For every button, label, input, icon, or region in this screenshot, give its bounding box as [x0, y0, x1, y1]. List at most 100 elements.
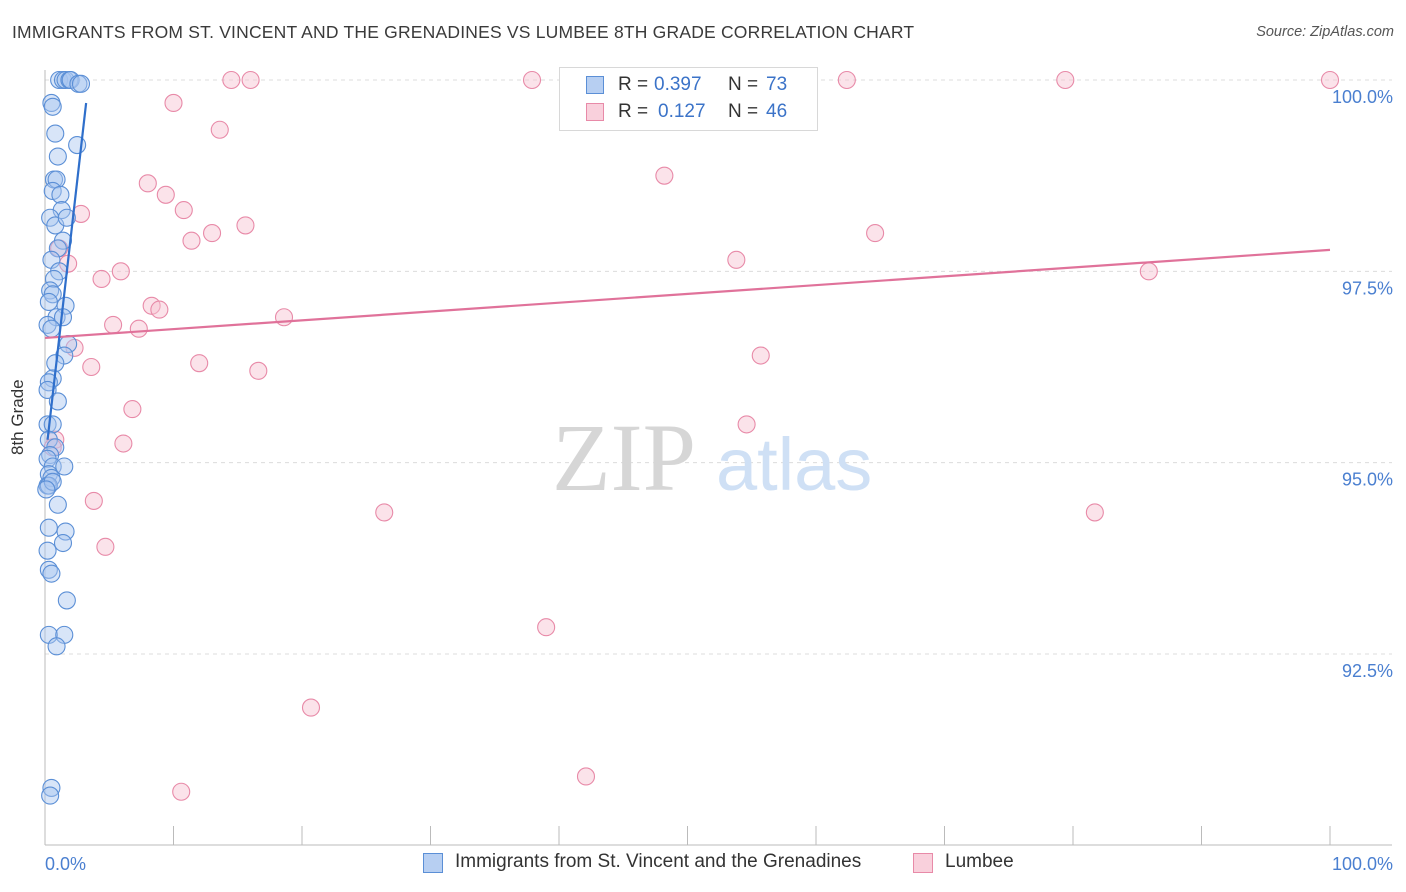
trend-lines: [44, 102, 1331, 440]
lumbee-point: [190, 354, 209, 373]
bottom-legend-label: Lumbee: [945, 851, 1014, 872]
lumbee-trend-line: [44, 248, 1331, 340]
lumbee-point: [92, 269, 111, 289]
legend-n-label: N =: [728, 101, 759, 122]
y-tick-label: 100.0%: [1332, 87, 1393, 107]
lumbee-point: [114, 434, 133, 453]
legend-r-value: 0.397: [654, 74, 702, 95]
lumbee-point: [249, 361, 268, 380]
lumbee-point: [84, 491, 103, 510]
tick-labels: 92.5% 95.0% 97.5% 100.0% 0.0% 100.0%: [45, 87, 1393, 874]
svg-point: [53, 533, 73, 553]
lumbee-point: [123, 400, 142, 419]
lumbee-point: [375, 503, 394, 522]
y-tick-label: 95.0%: [1342, 470, 1393, 490]
source-label: Source: ZipAtlas.com: [1256, 24, 1394, 40]
legend-r-label: R =: [618, 74, 649, 95]
legend-swatch-pink: [586, 103, 604, 121]
watermark-atlas: atlas: [716, 423, 872, 506]
legend: R = 0.397 N = 73 R = 0.127 N = 46: [559, 67, 818, 131]
x-tick-label: 0.0%: [45, 854, 86, 874]
watermark: ZIP atlas: [552, 404, 872, 511]
lumbee-points: [43, 70, 1340, 801]
legend-r-value: 0.127: [658, 101, 706, 122]
svg-point: [39, 518, 58, 537]
svg-point: [37, 480, 56, 499]
svg-point: [38, 541, 57, 560]
lumbee-point: [241, 70, 260, 90]
svg-point: [51, 185, 70, 204]
svg-point: [42, 778, 61, 797]
lumbee-point: [655, 166, 674, 185]
svg-point: [39, 292, 58, 311]
svg-point: [71, 74, 91, 93]
axes: [44, 70, 1392, 846]
lumbee-point: [737, 415, 756, 434]
lumbee-point: [274, 308, 294, 327]
lumbee-point: [1056, 70, 1075, 90]
svg-point: [42, 564, 61, 583]
svg-point: [57, 208, 76, 227]
lumbee-point: [222, 70, 241, 90]
lumbee-point: [576, 767, 596, 786]
svg-point: [48, 239, 67, 258]
legend-n-value: 46: [766, 101, 788, 122]
svg-point: [48, 495, 67, 514]
y-axis-label: 8th Grade: [8, 379, 27, 455]
watermark-zip: ZIP: [552, 404, 696, 511]
lumbee-point: [210, 120, 229, 139]
x-tick-label: 100.0%: [1332, 854, 1393, 874]
lumbee-point: [727, 250, 746, 269]
bottom-legend-label: Immigrants from St. Vincent and the Gren…: [455, 851, 862, 872]
lumbee-point: [236, 216, 255, 235]
lumbee-point: [104, 315, 123, 334]
lumbee-point: [1085, 503, 1104, 522]
lumbee-point: [129, 319, 148, 338]
svg-point: [42, 319, 61, 338]
lumbee-point: [82, 357, 101, 377]
svg-point: [43, 472, 62, 491]
lumbee-point: [96, 537, 115, 556]
legend-swatch-blue: [586, 76, 604, 94]
svg-point: [46, 124, 65, 143]
svg-point: [57, 591, 76, 610]
lumbee-point: [174, 201, 193, 220]
lumbee-point: [301, 698, 321, 717]
legend-n-label: N =: [728, 74, 759, 95]
svg-point: [43, 97, 62, 116]
svg-point: [56, 522, 75, 541]
svg-point: [47, 637, 66, 656]
legend-r-label: R =: [618, 101, 649, 122]
svg-point: [47, 170, 66, 189]
lumbee-point: [751, 346, 770, 365]
bottom-legend-swatch-pink: [913, 853, 933, 873]
lumbee-point: [156, 185, 175, 204]
bottom-legend-swatch-blue: [423, 853, 443, 873]
lumbee-point: [182, 231, 201, 250]
lumbee-point: [837, 70, 856, 90]
svg-point: [55, 457, 74, 476]
lumbee-point: [138, 174, 157, 193]
legend-n-value: 73: [766, 74, 788, 95]
chart-title: IMMIGRANTS FROM ST. VINCENT AND THE GREN…: [12, 22, 915, 42]
grid-lines: [45, 79, 1392, 655]
svg-point: [41, 786, 60, 805]
lumbee-point: [537, 618, 556, 637]
lumbee-point: [150, 300, 169, 319]
y-tick-label: 92.5%: [1342, 661, 1393, 681]
svg-point: [43, 415, 62, 434]
lumbee-point: [172, 782, 191, 801]
lumbee-point: [866, 224, 885, 243]
svg-point: [48, 147, 67, 166]
lumbee-point: [1320, 70, 1340, 90]
svg-point: [44, 269, 64, 289]
lumbee-point: [111, 262, 130, 281]
lumbee-point: [1139, 262, 1158, 281]
lumbee-point: [522, 70, 542, 90]
svg-trend-line: [46, 102, 88, 440]
lumbee-point: [203, 224, 222, 243]
y-tick-label: 97.5%: [1342, 278, 1393, 298]
lumbee-point: [164, 93, 183, 113]
svg-point: [48, 392, 67, 411]
